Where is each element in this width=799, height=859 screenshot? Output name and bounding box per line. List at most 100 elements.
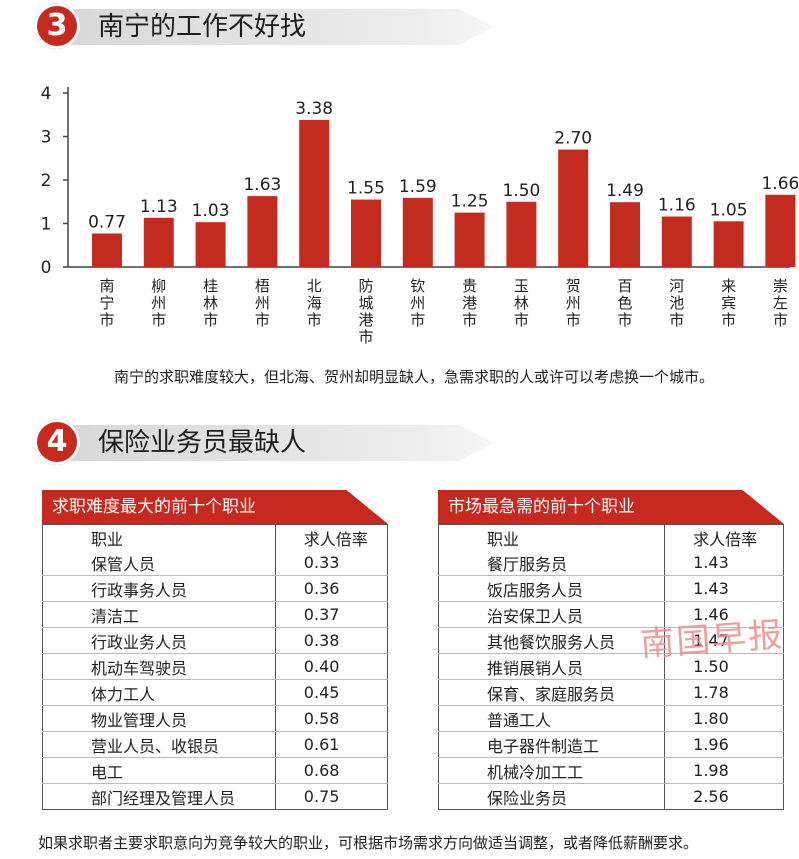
table-header-row: 职业 求人倍率 (438, 524, 784, 550)
col-header-job: 职业 (438, 524, 666, 550)
table-row: 保险业务员 2.56 (438, 783, 784, 810)
table-row: 清洁工 0.37 (42, 601, 388, 628)
table-row: 保育、家庭服务员 1.78 (438, 679, 784, 706)
ratio-cell: 1.43 (664, 575, 784, 602)
section-3-title: 南宁的工作不好找 (98, 12, 307, 42)
category-label: 柳州市 (151, 277, 166, 329)
job-cell: 营业人员、收银员 (42, 731, 276, 758)
y-tick-label: 3 (41, 128, 52, 148)
job-cell: 普通工人 (438, 705, 666, 732)
bar-3 (247, 196, 278, 267)
table-row: 其他餐饮服务人员 1.47 (438, 627, 784, 654)
category-label: 北海市 (307, 277, 322, 329)
bar-11 (661, 216, 692, 267)
value-label: 1.66 (761, 174, 799, 194)
table-row: 电子器件制造工 1.96 (438, 731, 784, 758)
ratio-cell: 0.45 (275, 679, 388, 706)
table-row: 治安保卫人员 1.46 (438, 601, 784, 628)
bar-4 (299, 119, 330, 267)
table-left-title: 求职难度最大的前十个职业 (42, 490, 388, 524)
category-label: 桂林市 (203, 277, 218, 329)
category-label: 百色市 (617, 277, 632, 329)
category-label: 河池市 (669, 277, 684, 329)
section-3-band (54, 9, 494, 45)
bar-9 (558, 149, 589, 267)
ratio-cell: 0.68 (275, 757, 388, 784)
col-header-ratio: 求人倍率 (303, 529, 368, 549)
col-header-ratio: 求人倍率 (693, 529, 758, 549)
table-row: 部门经理及管理人员 0.75 (42, 783, 388, 810)
value-label: 1.03 (192, 201, 230, 221)
job-cell: 其他餐饮服务人员 (438, 627, 666, 654)
job-cell: 行政事务人员 (42, 575, 276, 602)
value-label: 1.55 (347, 179, 385, 199)
ratio-cell: 0.37 (275, 601, 388, 628)
ratio-cell: 0.40 (275, 653, 388, 680)
table-row: 机械冷加工工 1.98 (438, 757, 784, 784)
section-4-title: 保险业务员最缺人 (98, 428, 307, 458)
section-4-header: 4 保险业务员最缺人 (34, 419, 494, 467)
value-label: 1.16 (658, 196, 696, 216)
table-row: 普通工人 1.80 (438, 705, 784, 732)
chart-bars (92, 119, 796, 267)
value-label: 0.77 (88, 213, 126, 233)
value-label: 1.25 (451, 192, 489, 212)
category-label: 南宁市 (99, 277, 114, 329)
job-cell: 电子器件制造工 (438, 731, 666, 758)
value-label: 1.05 (710, 200, 748, 220)
table-row: 机动车驾驶员 0.40 (42, 653, 388, 680)
ratio-cell: 0.38 (275, 627, 388, 654)
job-cell: 推销展销人员 (438, 653, 666, 680)
job-cell: 餐厅服务员 (438, 550, 666, 576)
bar-1 (143, 217, 174, 267)
job-cell: 机械冷加工工 (438, 757, 666, 784)
section-3-header: 3 南宁的工作不好找 (34, 3, 494, 51)
table-row: 餐厅服务员 1.43 (438, 550, 784, 576)
table-row: 饭店服务人员 1.43 (438, 575, 784, 602)
value-label: 2.70 (554, 129, 592, 149)
y-tick-label: 1 (41, 215, 52, 235)
job-cell: 机动车驾驶员 (42, 653, 276, 680)
ratio-cell: 1.78 (664, 679, 784, 706)
section-4-number: 4 (34, 419, 80, 465)
chart-labels: 0.77 南宁市 1.13 柳州市 1.03 桂林市 1.63 梧州市 3.38 北海市 1.55 防… (88, 99, 799, 346)
ratio-cell: 0.36 (275, 575, 388, 602)
ratio-cell: 1.98 (664, 757, 784, 784)
table-header-row: 职业 求人倍率 (42, 524, 388, 550)
bar-6 (402, 197, 433, 267)
job-cell: 清洁工 (42, 601, 276, 628)
value-label: 1.59 (399, 177, 437, 197)
ratio-cell: 1.50 (664, 653, 784, 680)
category-label: 钦州市 (410, 277, 425, 329)
ratio-cell: 0.61 (275, 731, 388, 758)
section-3-number: 3 (34, 3, 80, 49)
category-label: 崇左市 (773, 277, 788, 329)
category-label: 梧州市 (255, 277, 270, 329)
ratio-cell: 1.47 (664, 627, 784, 654)
category-label: 玉林市 (514, 277, 529, 329)
ratio-cell: 2.56 (693, 787, 729, 806)
table-row: 行政业务人员 0.38 (42, 627, 388, 654)
category-label: 防城港市 (358, 277, 373, 346)
table-row: 物业管理人员 0.58 (42, 705, 388, 732)
chart-caption: 南宁的求职难度较大，但北海、贺州却明显缺人，急需求职的人或许可以考虑换一个城市。 (114, 368, 715, 386)
job-cell: 电工 (42, 757, 276, 784)
table-right-grid: 职业 求人倍率 餐厅服务员 1.43 饭店服务人员 1.43 治安保卫人员 1.46 其他餐… (438, 524, 784, 810)
value-label: 1.63 (243, 175, 281, 195)
bar-13 (765, 194, 796, 267)
job-cell: 体力工人 (42, 679, 276, 706)
value-label: 1.49 (606, 181, 644, 201)
bar-2 (195, 222, 226, 267)
y-tick-label: 2 (41, 171, 52, 191)
table-row: 营业人员、收银员 0.61 (42, 731, 388, 758)
bar-0 (92, 233, 122, 267)
bar-7 (454, 212, 485, 267)
job-cell: 治安保卫人员 (438, 601, 666, 628)
ratio-cell: 1.96 (664, 731, 784, 758)
section-4-band (54, 425, 494, 461)
value-label: 3.38 (295, 99, 333, 119)
footer-note: 如果求职者主要求职意向为竞争较大的职业，可根据市场需求方向做适当调整，或者降低薪… (38, 834, 699, 852)
value-label: 1.50 (502, 181, 540, 201)
job-cell: 饭店服务人员 (438, 575, 666, 602)
y-tick-label: 0 (41, 258, 52, 278)
